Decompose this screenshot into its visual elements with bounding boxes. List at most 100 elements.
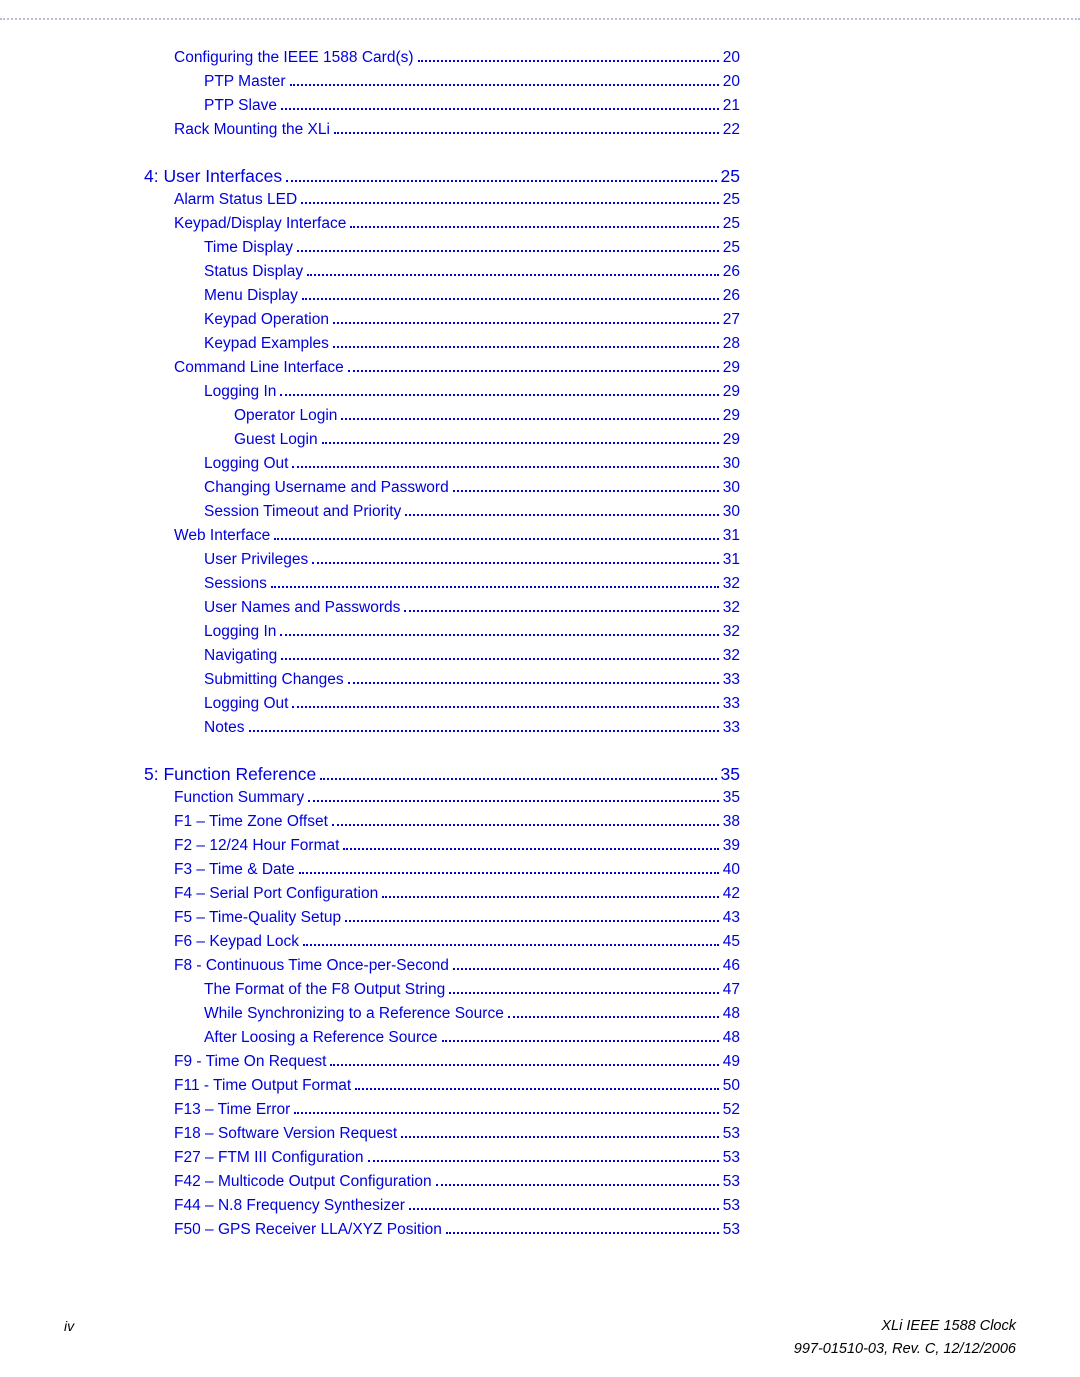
toc-entry[interactable]: Logging Out30 [120, 452, 740, 476]
toc-page: 53 [723, 1194, 740, 1218]
toc-entry[interactable]: Submitting Changes33 [120, 668, 740, 692]
toc-label: While Synchronizing to a Reference Sourc… [204, 1002, 504, 1026]
toc-entry[interactable]: Logging In29 [120, 380, 740, 404]
toc-entry[interactable]: Function Summary35 [120, 786, 740, 810]
toc-entry[interactable]: Guest Login29 [120, 428, 740, 452]
toc-page: 53 [723, 1122, 740, 1146]
toc-leader-dots [348, 673, 719, 684]
toc-label: F2 – 12/24 Hour Format [174, 834, 339, 858]
toc-entry[interactable]: Notes 33 [120, 716, 740, 740]
toc-leader-dots [446, 1223, 719, 1234]
toc-entry[interactable]: F5 – Time-Quality Setup43 [120, 906, 740, 930]
toc-label: Logging In [204, 380, 276, 404]
toc-entry[interactable]: F11 - Time Output Format50 [120, 1074, 740, 1098]
toc-leader-dots [292, 457, 718, 468]
toc-entry[interactable]: Keypad/Display Interface25 [120, 212, 740, 236]
toc-page: 33 [723, 716, 740, 740]
toc-leader-dots [320, 768, 716, 780]
toc-entry[interactable]: F13 – Time Error52 [120, 1098, 740, 1122]
toc-entry[interactable]: Logging In32 [120, 620, 740, 644]
toc-entry[interactable]: F2 – 12/24 Hour Format39 [120, 834, 740, 858]
toc-entry[interactable]: Menu Display26 [120, 284, 740, 308]
toc-entry[interactable]: F27 – FTM III Configuration53 [120, 1146, 740, 1170]
toc-entry[interactable]: F6 – Keypad Lock45 [120, 930, 740, 954]
toc-entry[interactable]: F42 – Multicode Output Configuration53 [120, 1170, 740, 1194]
toc-label: Notes [204, 716, 245, 740]
toc-page: 43 [723, 906, 740, 930]
toc-entry[interactable]: User Names and Passwords32 [120, 596, 740, 620]
toc-leader-dots [286, 170, 716, 182]
toc-entry[interactable]: Configuring the IEEE 1588 Card(s)20 [120, 46, 740, 70]
toc-page: 53 [723, 1170, 740, 1194]
toc-entry[interactable]: After Loosing a Reference Source48 [120, 1026, 740, 1050]
toc-page: 35 [721, 762, 740, 786]
toc-entry[interactable]: While Synchronizing to a Reference Sourc… [120, 1002, 740, 1026]
toc-leader-dots [341, 409, 718, 420]
toc-entry[interactable]: Changing Username and Password30 [120, 476, 740, 500]
toc-entry[interactable]: Logging Out33 [120, 692, 740, 716]
toc-leader-dots [274, 529, 719, 540]
toc-page: 45 [723, 930, 740, 954]
toc-entry[interactable]: 5: Function Reference35 [120, 762, 740, 786]
toc-entry[interactable]: Operator Login29 [120, 404, 740, 428]
toc-entry[interactable]: F18 – Software Version Request 53 [120, 1122, 740, 1146]
toc-leader-dots [350, 217, 718, 228]
toc-entry[interactable]: F8 - Continuous Time Once-per-Second46 [120, 954, 740, 978]
toc-entry[interactable]: Web Interface31 [120, 524, 740, 548]
toc-leader-dots [249, 721, 719, 732]
toc-label: Web Interface [174, 524, 270, 548]
toc-entry[interactable]: The Format of the F8 Output String47 [120, 978, 740, 1002]
toc-leader-dots [343, 839, 718, 850]
toc-label: PTP Slave [204, 94, 277, 118]
toc-leader-dots [333, 313, 719, 324]
toc-page: 27 [723, 308, 740, 332]
toc-label: F18 – Software Version Request [174, 1122, 397, 1146]
toc-entry[interactable]: Session Timeout and Priority30 [120, 500, 740, 524]
toc-page: 20 [723, 46, 740, 70]
toc-entry[interactable]: F50 – GPS Receiver LLA/XYZ Position53 [120, 1218, 740, 1242]
toc-label: Operator Login [234, 404, 337, 428]
toc-leader-dots [303, 935, 719, 946]
toc-label: F44 – N.8 Frequency Synthesizer [174, 1194, 405, 1218]
toc-entry[interactable]: Keypad Operation27 [120, 308, 740, 332]
toc-entry[interactable]: F44 – N.8 Frequency Synthesizer 53 [120, 1194, 740, 1218]
toc-page: 26 [723, 260, 740, 284]
toc-entry[interactable]: Keypad Examples28 [120, 332, 740, 356]
toc-entry[interactable]: F3 – Time & Date40 [120, 858, 740, 882]
toc-leader-dots [382, 887, 719, 898]
toc-label: F3 – Time & Date [174, 858, 295, 882]
toc-label: Logging Out [204, 452, 288, 476]
toc-entry[interactable]: User Privileges31 [120, 548, 740, 572]
toc-page: 25 [723, 188, 740, 212]
toc-leader-dots [332, 815, 719, 826]
toc-entry[interactable]: PTP Slave21 [120, 94, 740, 118]
toc-page: 53 [723, 1146, 740, 1170]
toc-leader-dots [442, 1031, 719, 1042]
toc-entry[interactable]: Sessions32 [120, 572, 740, 596]
toc-entry[interactable]: Alarm Status LED25 [120, 188, 740, 212]
toc-entry[interactable]: Rack Mounting the XLi22 [120, 118, 740, 142]
toc-leader-dots [292, 697, 718, 708]
toc-leader-dots [355, 1079, 719, 1090]
toc-entry[interactable]: Status Display26 [120, 260, 740, 284]
toc-entry[interactable]: F4 – Serial Port Configuration42 [120, 882, 740, 906]
toc-label: F8 - Continuous Time Once-per-Second [174, 954, 449, 978]
toc-entry[interactable]: Navigating32 [120, 644, 740, 668]
toc-entry[interactable]: 4: User Interfaces25 [120, 164, 740, 188]
toc-entry[interactable]: F1 – Time Zone Offset38 [120, 810, 740, 834]
toc-page: 33 [723, 692, 740, 716]
toc-entry[interactable]: Time Display25 [120, 236, 740, 260]
toc-entry[interactable]: Command Line Interface29 [120, 356, 740, 380]
toc-page: 30 [723, 476, 740, 500]
toc-page: 29 [723, 428, 740, 452]
toc-page: 25 [721, 164, 740, 188]
toc-leader-dots [302, 289, 719, 300]
toc-label: Rack Mounting the XLi [174, 118, 330, 142]
toc-label: F50 – GPS Receiver LLA/XYZ Position [174, 1218, 442, 1242]
toc-label: Navigating [204, 644, 277, 668]
toc-entry[interactable]: F9 - Time On Request49 [120, 1050, 740, 1074]
toc-entry[interactable]: PTP Master20 [120, 70, 740, 94]
toc-leader-dots [404, 601, 718, 612]
toc-leader-dots [281, 99, 719, 110]
toc-leader-dots [280, 625, 718, 636]
